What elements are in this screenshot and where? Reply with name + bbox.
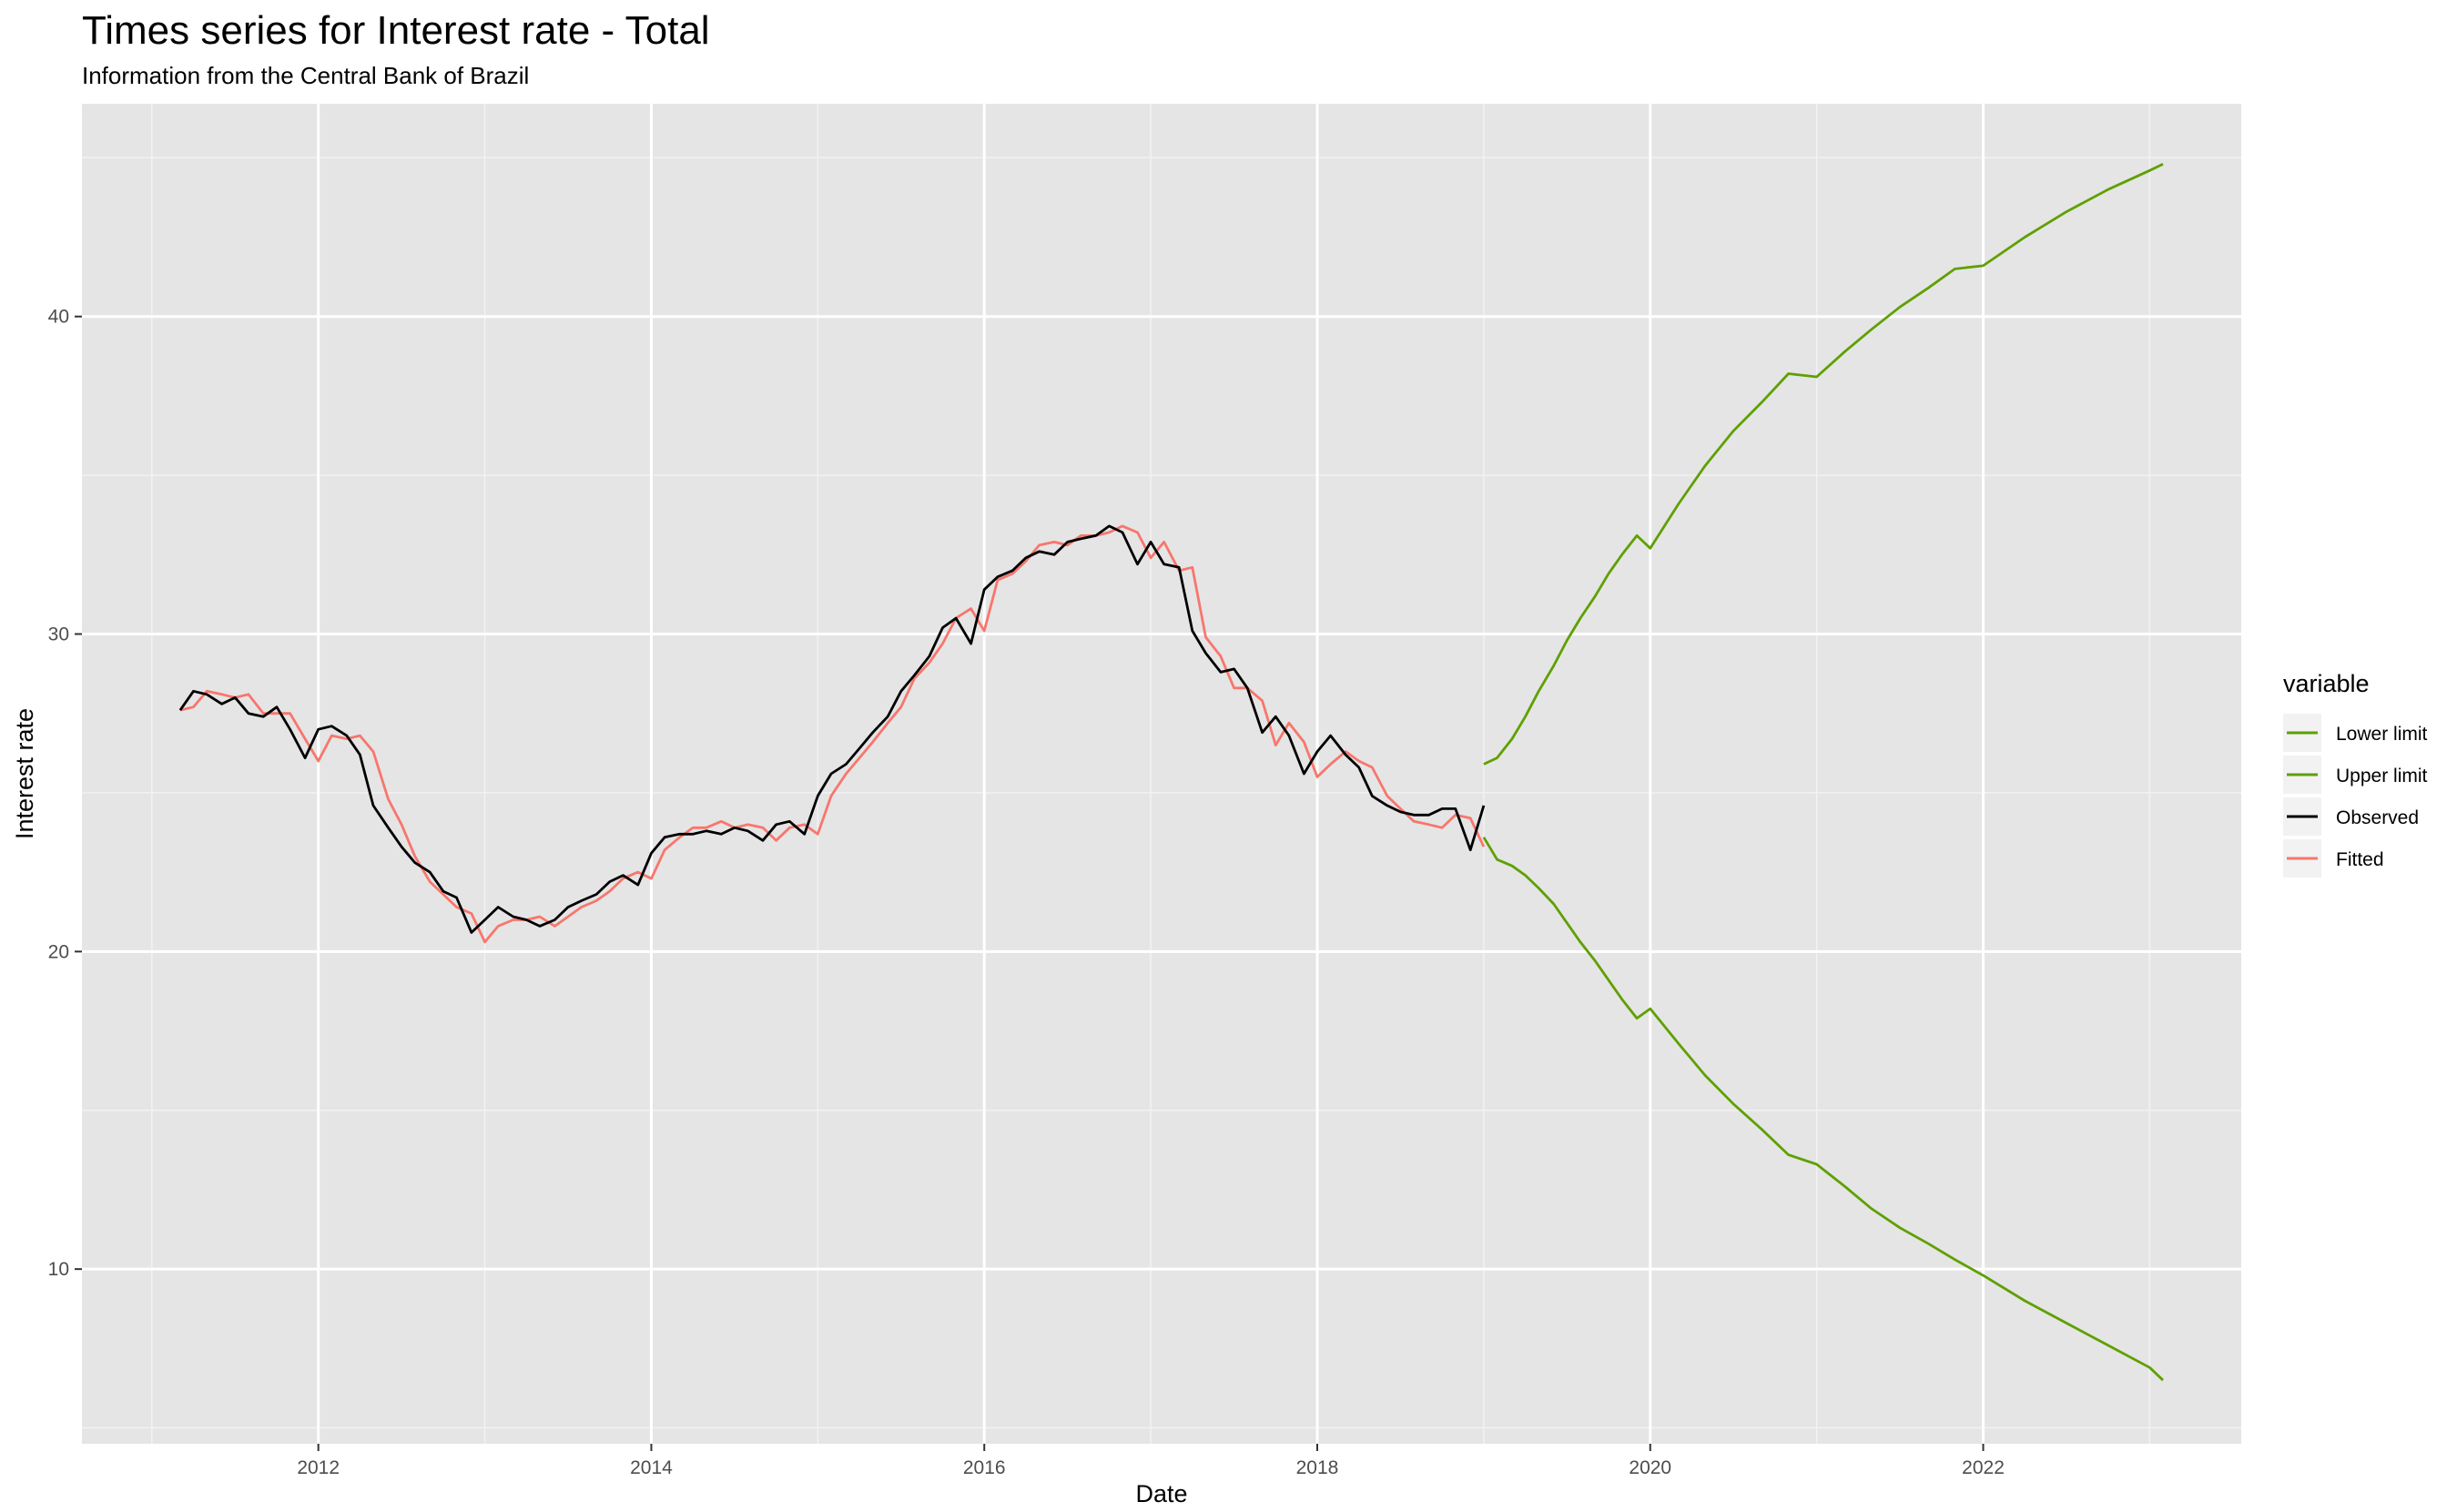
y-tick-label: 30 [48, 624, 69, 645]
minor-gridlines [82, 104, 2241, 1444]
x-tick-label: 2018 [1296, 1457, 1339, 1478]
chart-title: Times series for Interest rate - Total [82, 8, 710, 53]
x-axis-title: Date [1135, 1480, 1187, 1507]
x-axis-ticks: 2012 2014 2016 2018 2020 2022 [297, 1444, 2005, 1478]
x-tick-label: 2014 [630, 1457, 673, 1478]
y-tick-label: 40 [48, 307, 69, 328]
series-line-observed [178, 524, 1486, 934]
y-tick-label: 10 [48, 1259, 69, 1280]
legend-label-lower-limit: Lower limit [2336, 724, 2428, 745]
plot-panel [82, 104, 2241, 1444]
legend: variable Lower limit Upper limit Observed F… [2283, 670, 2428, 878]
chart-subtitle: Information from the Central Bank of Bra… [82, 62, 529, 89]
series-line-lower-limit [1482, 837, 2164, 1382]
y-axis-ticks: 10 20 30 40 [48, 307, 82, 1280]
legend-label-observed: Observed [2336, 807, 2419, 828]
legend-label-upper-limit: Upper limit [2336, 766, 2428, 786]
legend-label-fitted: Fitted [2336, 849, 2384, 870]
major-gridlines [82, 104, 2241, 1444]
y-tick-label: 20 [48, 941, 69, 962]
y-axis-title: Interest rate [11, 708, 38, 839]
series-line-fitted [179, 524, 1486, 944]
series-line-upper-limit [1483, 163, 2164, 766]
x-tick-label: 2016 [963, 1457, 1006, 1478]
x-tick-label: 2022 [1962, 1457, 2005, 1478]
series-lines [178, 163, 2164, 1382]
legend-title: variable [2283, 670, 2370, 697]
x-tick-label: 2020 [1629, 1457, 1671, 1478]
x-tick-label: 2012 [297, 1457, 340, 1478]
